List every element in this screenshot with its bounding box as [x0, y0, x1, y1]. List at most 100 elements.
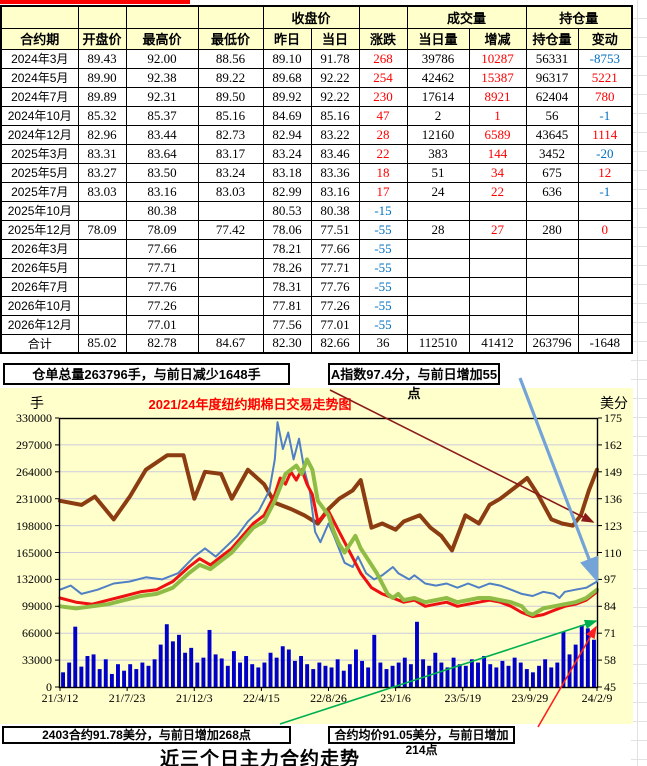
table-cell: 78.31 [262, 276, 312, 297]
table-cell: 3452 [525, 143, 579, 164]
table-cell: 78.09 [125, 219, 199, 240]
table-cell [468, 276, 527, 297]
table-cell: -55 [358, 257, 408, 278]
table-row[interactable]: 2024年10月 85.32 85.37 85.16 84.69 85.16 47 2 1 56-… [0, 105, 633, 126]
axis-tick-label: 162 [604, 437, 622, 452]
table-row[interactable]: 2025年3月 83.31 83.64 83.17 83.24 83.46 22 383 144… [0, 143, 633, 164]
table-row[interactable]: 2025年5月 83.27 83.50 83.24 83.18 83.36 18 51 34 67… [0, 162, 633, 183]
table-row[interactable]: 2026年5月 77.71 78.26 77.71 -55 [0, 257, 633, 278]
axis-tick-label: 23/1/6 [380, 691, 411, 705]
table-cell: -55 [358, 314, 408, 335]
table-cell: 43645 [525, 124, 579, 145]
table-row[interactable]: 2025年10月 80.38 80.53 80.38 -15 [0, 200, 633, 221]
table-cell: -1648 [577, 333, 633, 354]
average-price-status: 合约均价91.05美分，与前日增加214点 [328, 726, 515, 757]
table-row[interactable]: 2024年7月 89.89 92.31 89.50 89.92 92.22 230 17614… [0, 86, 633, 107]
table-cell [525, 200, 579, 221]
table-cell: -55 [358, 219, 408, 240]
main-contract-status: 2403合约91.78美分，与前日增加268点 [2, 726, 291, 744]
axis-tick-label: 84 [604, 599, 616, 614]
futures-quote-table[interactable]: 收盘价 成交量 持仓量 合约期 开盘价 最高价 最低价 昨日 当日 涨跌 当日量 增减 持仓量 变动… [0, 5, 634, 354]
table-cell: 27 [468, 219, 527, 240]
table-cell: 144 [468, 143, 527, 164]
contract-period-cell: 2025年12月 [0, 219, 79, 240]
table-cell: 85.32 [77, 105, 127, 126]
table-cell [525, 295, 579, 316]
table-row[interactable]: 2025年12月 78.09 78.09 77.42 78.06 77.51 -55 28 27… [0, 219, 633, 240]
table-cell: 83.18 [262, 162, 312, 183]
table-cell: 83.17 [197, 143, 264, 164]
table-cell [77, 257, 127, 278]
table-cell [406, 200, 470, 221]
table-cell: 89.10 [262, 48, 312, 69]
table-cell: 89.92 [262, 86, 312, 107]
table-cell [77, 295, 127, 316]
axis-tick-label: 21/12/3 [175, 691, 213, 705]
table-cell: 112510 [406, 333, 470, 354]
contract-period-cell: 2026年7月 [0, 276, 79, 297]
contract-period-cell: 2025年5月 [0, 162, 79, 183]
table-cell: 77.51 [310, 219, 360, 240]
table-cell [406, 295, 470, 316]
table-cell: 83.03 [77, 181, 127, 202]
column-header: 昨日 [262, 27, 312, 50]
total-row[interactable]: 合计 85.02 82.78 84.67 82.30 82.66 36 112510 41412… [0, 333, 633, 354]
table-cell: 10287 [468, 48, 527, 69]
table-row[interactable]: 2024年12月 82.96 83.44 82.73 82.94 83.22 28 12160… [0, 124, 633, 145]
table-cell [77, 238, 127, 259]
table-cell: 15387 [468, 67, 527, 88]
column-header: 变动 [577, 27, 633, 50]
table-cell [197, 238, 264, 259]
column-header: 开盘价 [77, 27, 127, 50]
table-cell [468, 200, 527, 221]
table-cell: 89.90 [77, 67, 127, 88]
axis-tick-label: 132000 [16, 572, 52, 587]
table-cell: 41412 [468, 333, 527, 354]
table-cell: 88.56 [197, 48, 264, 69]
table-cell: 22 [468, 181, 527, 202]
table-row[interactable]: 2026年12月 77.01 77.56 77.01 -55 [0, 314, 633, 335]
table-cell: 47 [358, 105, 408, 126]
table-cell: 42462 [406, 67, 470, 88]
table-row[interactable]: 2026年10月 77.26 77.81 77.26 -55 [0, 295, 633, 316]
table-cell [406, 238, 470, 259]
axis-tick-label: 136 [604, 491, 622, 506]
table-cell: 78.21 [262, 238, 312, 259]
column-header: 当日 [310, 27, 360, 50]
a-index-status: A指数97.4分，与前日增加55点 [328, 363, 500, 401]
axis-tick-label: 23/9/29 [511, 691, 549, 705]
table-cell: 89.89 [77, 86, 127, 107]
table-row[interactable]: 2024年5月 89.90 92.38 89.22 89.68 92.22 254 42462… [0, 67, 633, 88]
table-cell: 77.71 [125, 257, 199, 278]
table-cell: 83.44 [125, 124, 199, 145]
table-cell: 77.01 [125, 314, 199, 335]
table-cell [77, 200, 127, 221]
contract-period-cell: 合计 [0, 333, 79, 354]
contract-period-cell: 2024年7月 [0, 86, 79, 107]
table-cell: 28 [358, 124, 408, 145]
table-cell: 18 [358, 162, 408, 183]
table-cell [577, 257, 633, 278]
table-cell [525, 276, 579, 297]
table-cell: 8921 [468, 86, 527, 107]
column-header: 最高价 [125, 27, 199, 50]
table-row[interactable]: 2025年7月 83.03 83.16 83.03 82.99 83.16 17 24 22 63… [0, 181, 633, 202]
table-row[interactable]: 2026年3月 77.66 78.21 77.66 -55 [0, 238, 633, 259]
table-cell: -55 [358, 276, 408, 297]
contract-period-cell: 2024年5月 [0, 67, 79, 88]
table-row[interactable]: 2024年3月 89.43 92.00 88.56 89.10 91.78 268 39786… [0, 48, 633, 69]
table-cell: 83.16 [310, 181, 360, 202]
axis-tick-label: 23/5/19 [444, 691, 482, 705]
table-column-header-row: 合约期 开盘价 最高价 最低价 昨日 当日 涨跌 当日量 增减 持仓量 变动 [0, 27, 633, 50]
blank-cell [358, 5, 408, 29]
table-row[interactable]: 2026年7月 77.76 78.31 77.76 -55 [0, 276, 633, 297]
axis-tick-label: 198000 [16, 518, 52, 533]
table-cell: 56331 [525, 48, 579, 69]
column-header: 增减 [468, 27, 527, 50]
table-cell [197, 295, 264, 316]
table-cell [197, 200, 264, 221]
table-cell: 89.43 [77, 48, 127, 69]
table-group-header-row: 收盘价 成交量 持仓量 [0, 5, 633, 29]
contract-period-cell: 2026年10月 [0, 295, 79, 316]
